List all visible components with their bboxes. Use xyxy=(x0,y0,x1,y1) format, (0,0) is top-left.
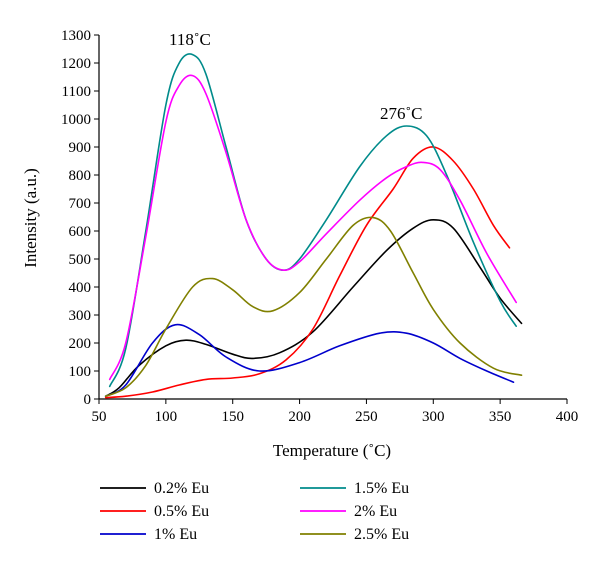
legend-label: 2% Eu xyxy=(354,503,397,520)
legend-item: 0.5% Eu xyxy=(100,503,209,520)
y-tick-label: 1000 xyxy=(61,112,91,128)
x-tick-label: 100 xyxy=(155,409,178,425)
y-tick-label: 200 xyxy=(69,336,92,352)
legend-label: 1% Eu xyxy=(154,526,197,543)
legend-item: 2.5% Eu xyxy=(300,526,409,543)
legend-label: 0.5% Eu xyxy=(154,503,209,520)
y-axis: 0 100 200 300 400 500 600 700 800 900 1000 1100 1200… xyxy=(61,28,100,408)
series-line-5 xyxy=(108,74,517,381)
y-tick-label: 300 xyxy=(69,308,92,324)
series-layer xyxy=(104,53,523,399)
x-tick-label: 300 xyxy=(422,409,445,425)
legend-label: 2.5% Eu xyxy=(354,526,409,543)
y-axis-title: Intensity (a.u.) xyxy=(21,168,40,268)
x-tick-label: 250 xyxy=(355,409,378,425)
x-axis: 50 100 150 200 250 300 350 400 xyxy=(92,398,579,425)
y-tick-label: 900 xyxy=(69,140,92,156)
y-tick-label: 600 xyxy=(69,224,92,240)
series-line-1 xyxy=(104,219,523,397)
legend-item: 2% Eu xyxy=(300,503,397,520)
y-tick-label: 1100 xyxy=(62,84,91,100)
y-tick-label: 1300 xyxy=(61,28,91,44)
y-tick-label: 100 xyxy=(69,364,92,380)
legend-item: 1.5% Eu xyxy=(300,480,409,497)
peak-annotation: 276˚C xyxy=(380,104,423,123)
legend-label: 0.2% Eu xyxy=(154,480,209,497)
peak-annotation: 118˚C xyxy=(169,30,211,49)
legend-item: 1% Eu xyxy=(100,526,197,543)
series-line-6 xyxy=(104,216,523,397)
x-tick-label: 350 xyxy=(489,409,512,425)
y-tick-label: 800 xyxy=(69,168,92,184)
x-axis-title: Temperature (˚C) xyxy=(273,441,391,460)
x-tick-label: 200 xyxy=(288,409,311,425)
y-tick-label: 400 xyxy=(69,280,92,296)
annotation-layer: 118˚C 276˚C xyxy=(169,30,422,123)
y-tick-label: 700 xyxy=(69,196,92,212)
legend-item: 0.2% Eu xyxy=(100,480,209,497)
x-tick-label: 400 xyxy=(556,409,579,425)
y-tick-label: 0 xyxy=(84,392,92,408)
series-line-2 xyxy=(104,146,511,399)
legend: 0.2% Eu 0.5% Eu 1% Eu 1.5% Eu 2% Eu 2.5% Eu xyxy=(100,480,409,543)
x-tick-label: 50 xyxy=(92,409,107,425)
series-line-3 xyxy=(104,323,515,397)
y-tick-label: 500 xyxy=(69,252,92,268)
y-tick-label: 1200 xyxy=(61,56,91,72)
legend-label: 1.5% Eu xyxy=(354,480,409,497)
x-tick-label: 150 xyxy=(221,409,244,425)
